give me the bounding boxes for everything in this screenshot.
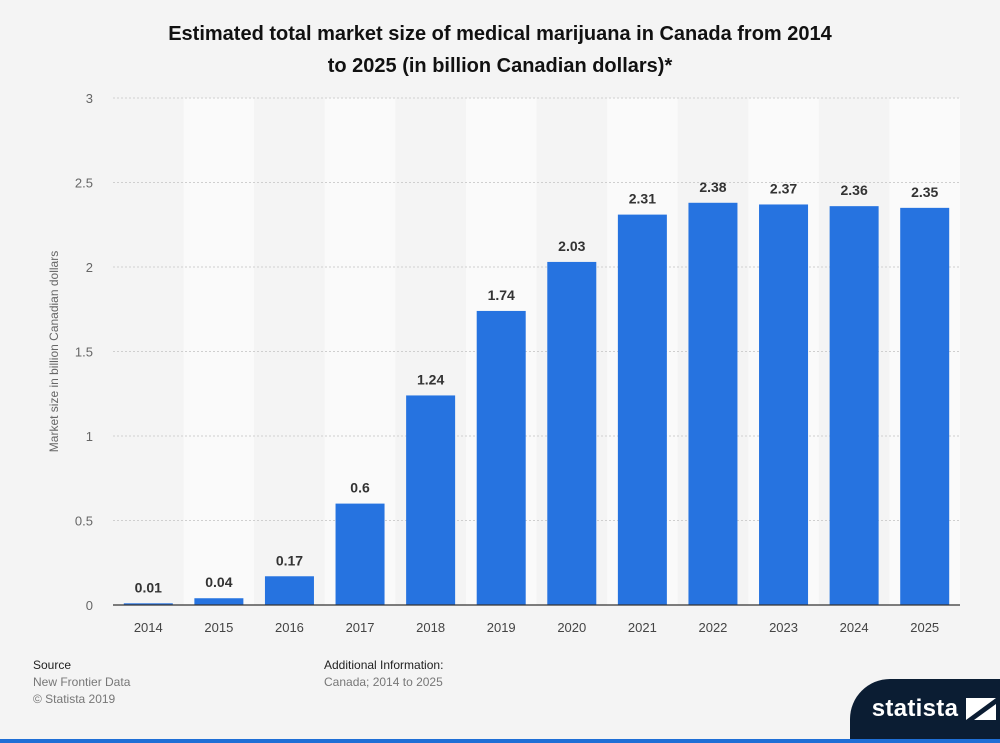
chart-title-line-1: Estimated total market size of medical m… xyxy=(168,23,832,45)
data-label: 2.38 xyxy=(699,179,726,195)
x-tick-label: 2020 xyxy=(557,620,586,635)
data-label: 2.37 xyxy=(770,180,797,196)
data-label: 0.01 xyxy=(135,579,162,595)
data-label: 2.31 xyxy=(629,191,656,207)
x-tick-label: 2016 xyxy=(275,620,304,635)
bar xyxy=(829,206,879,605)
y-tick-label: 2.5 xyxy=(75,176,93,191)
x-tick-label: 2017 xyxy=(346,620,375,635)
data-label: 2.36 xyxy=(841,182,868,198)
y-tick-label: 1.5 xyxy=(75,345,93,360)
bar xyxy=(547,261,597,605)
x-tick-label: 2023 xyxy=(769,620,798,635)
x-tick-label: 2022 xyxy=(698,620,727,635)
x-tick-label: 2014 xyxy=(134,620,163,635)
x-tick-label: 2021 xyxy=(628,620,657,635)
source-block: Source New Frontier Data © Statista 2019 xyxy=(33,658,130,706)
data-label: 0.04 xyxy=(205,574,232,590)
y-tick-label: 1 xyxy=(86,429,93,444)
y-tick-label: 3 xyxy=(86,91,93,106)
bar xyxy=(123,603,173,605)
statista-mark-icon xyxy=(966,698,997,720)
bar xyxy=(335,503,385,605)
x-tick-label: 2019 xyxy=(487,620,516,635)
data-label: 0.6 xyxy=(350,480,370,496)
data-label: 1.74 xyxy=(488,287,515,303)
source-title: Source xyxy=(33,658,72,672)
additional-info-text: Canada; 2014 to 2025 xyxy=(324,675,443,689)
bar xyxy=(688,202,738,605)
bar xyxy=(900,207,950,605)
statista-logo[interactable]: statista xyxy=(850,679,1000,739)
y-tick-label: 2 xyxy=(86,260,93,275)
source-name[interactable]: New Frontier Data xyxy=(33,675,131,689)
additional-info-title: Additional Information: xyxy=(324,658,444,672)
x-tick-label: 2015 xyxy=(204,620,233,635)
bar xyxy=(264,576,314,605)
x-tick-label: 2018 xyxy=(416,620,445,635)
y-axis-label: Market size in billion Canadian dollars xyxy=(47,251,61,452)
statista-logo-text: statista xyxy=(871,695,959,722)
chart-title-line-2: to 2025 (in billion Canadian dollars)* xyxy=(327,55,673,77)
bar xyxy=(617,214,667,606)
bar-chart: 0 0.5 1 1.5 2 2.5 3 Market size in billion Cana… xyxy=(47,91,960,635)
bar xyxy=(476,310,526,605)
bottom-accent-bar xyxy=(0,739,1000,743)
bar xyxy=(759,204,809,605)
data-label: 0.17 xyxy=(276,552,303,568)
x-tick-label: 2024 xyxy=(840,620,869,635)
x-tick-label: 2025 xyxy=(910,620,939,635)
chart-title: Estimated total market size of medical m… xyxy=(100,18,900,82)
y-tick-label: 0.5 xyxy=(75,514,93,529)
data-label: 2.03 xyxy=(558,238,585,254)
data-label: 2.35 xyxy=(911,184,938,200)
bar xyxy=(406,395,456,605)
additional-info-block: Additional Information: Canada; 2014 to … xyxy=(324,658,443,689)
data-label: 1.24 xyxy=(417,371,444,387)
y-tick-label: 0 xyxy=(86,598,93,613)
bar xyxy=(194,598,244,605)
copyright-text: © Statista 2019 xyxy=(33,692,116,706)
